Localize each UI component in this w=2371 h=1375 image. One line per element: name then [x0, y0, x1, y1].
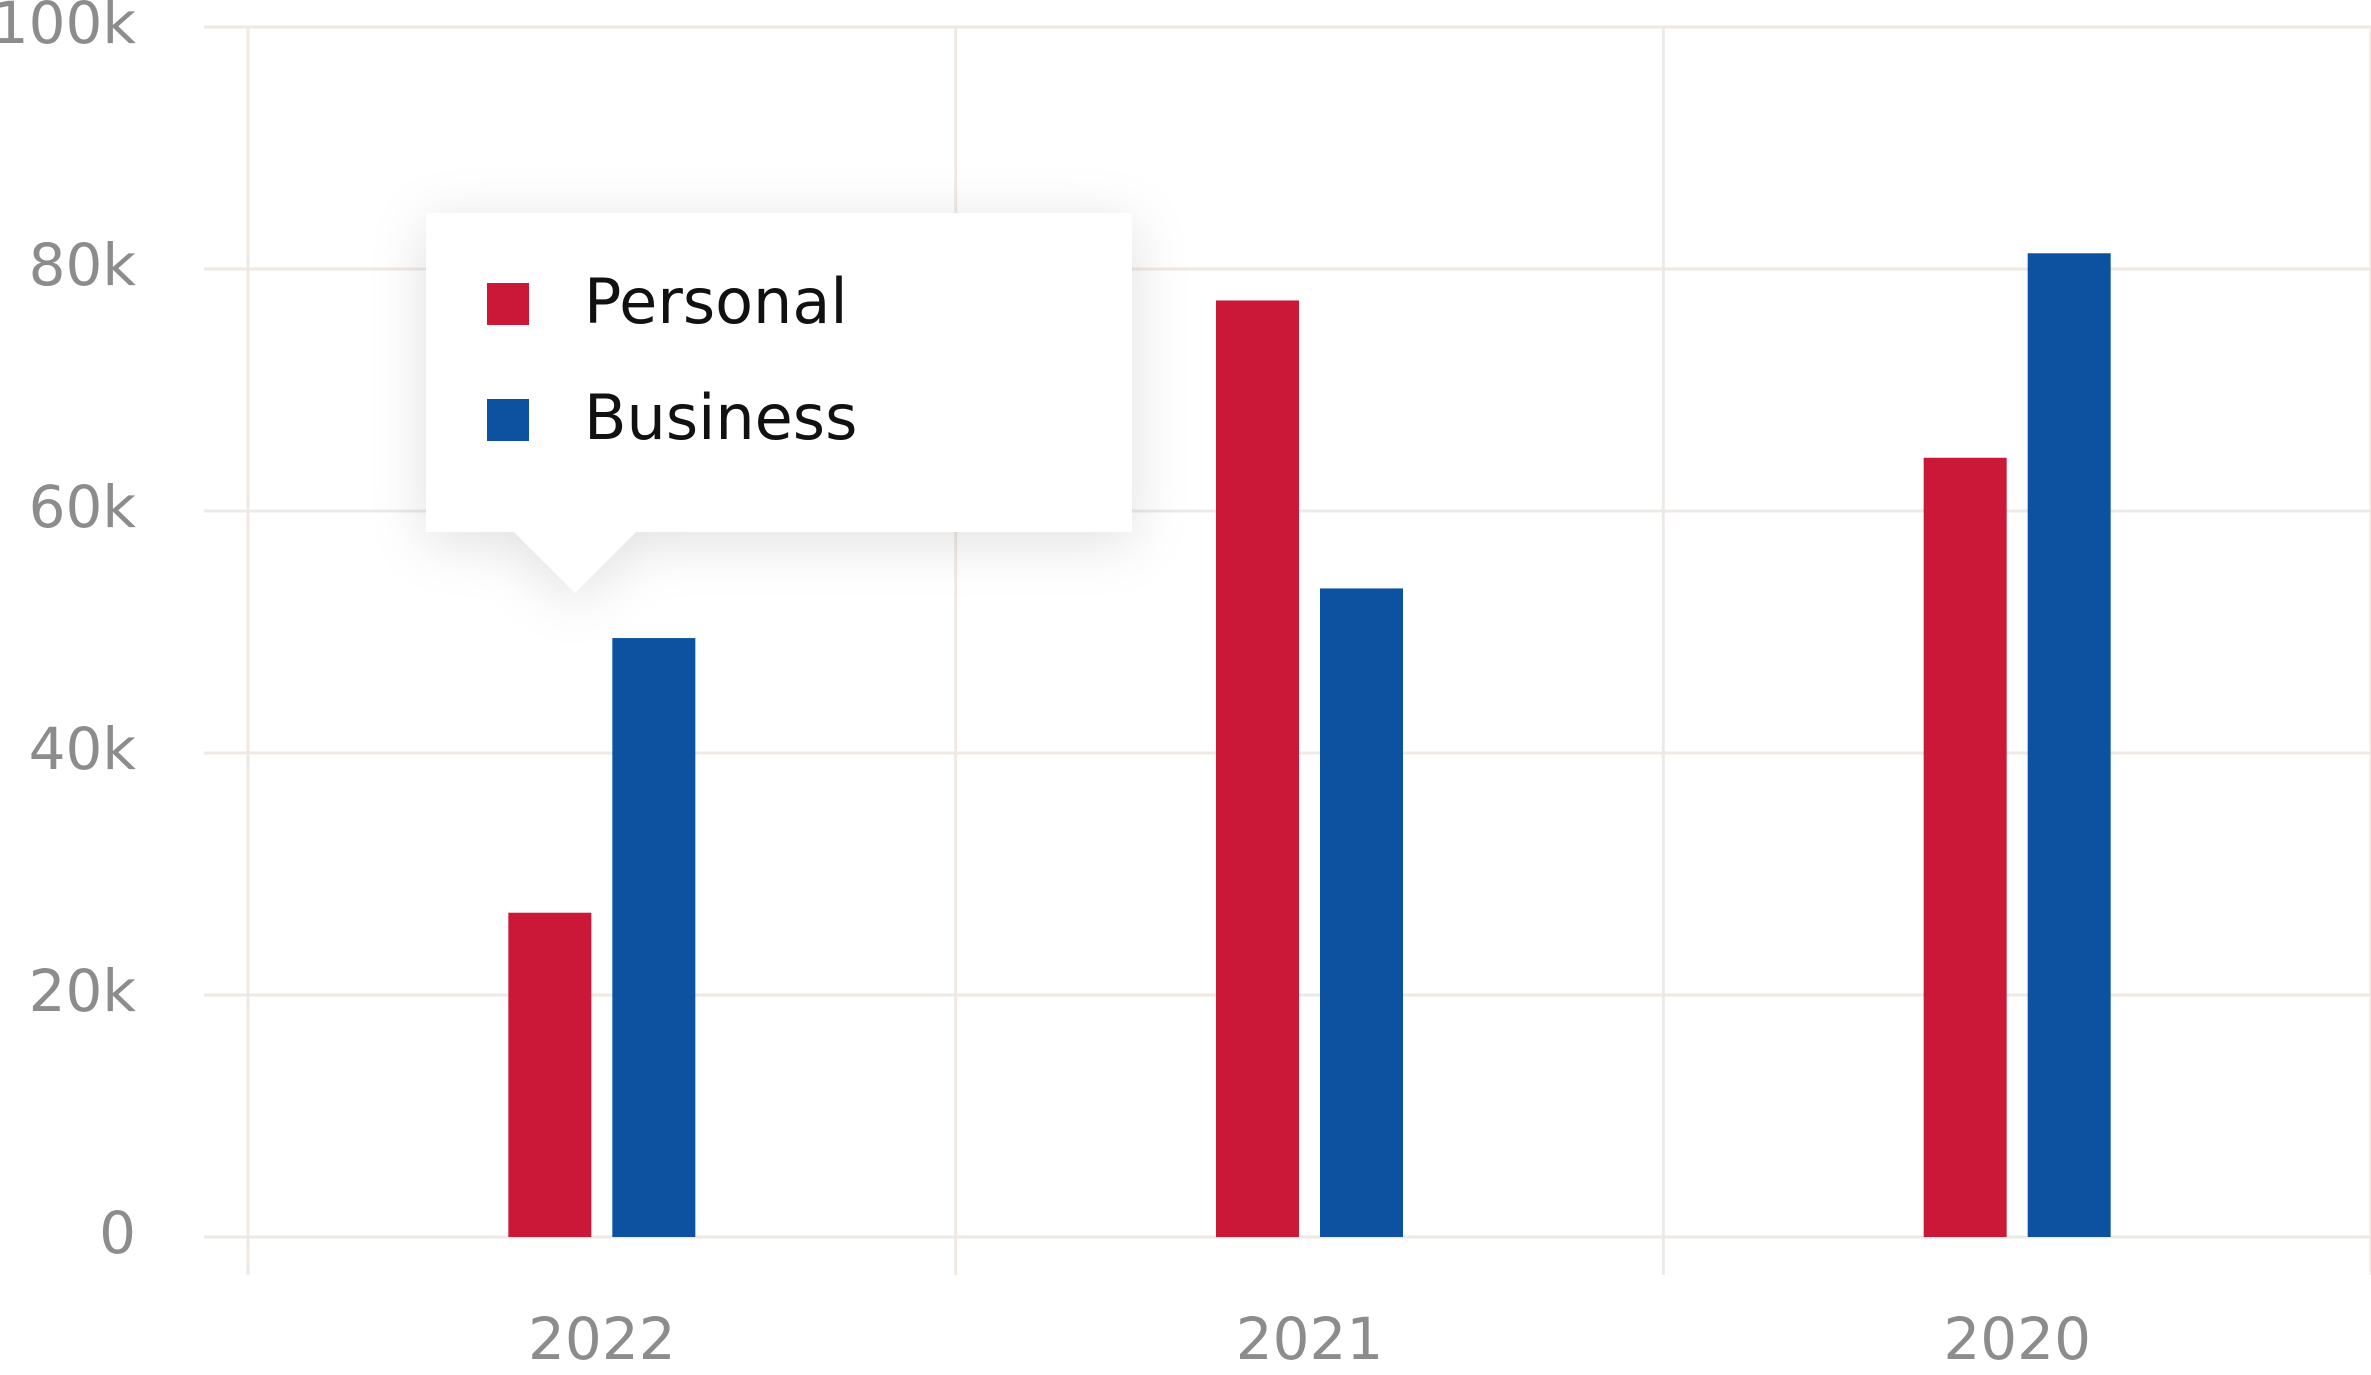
y-tick-label: 0 [99, 1199, 136, 1267]
y-tick-label: 40k [29, 715, 137, 783]
legend-swatch [487, 283, 529, 325]
bar [2027, 253, 2111, 1237]
bar [1923, 457, 2007, 1237]
bar [1320, 588, 1403, 1237]
tooltip-shape [426, 213, 1132, 593]
legend-label: Personal [584, 265, 848, 338]
x-tick-label: 2020 [1943, 1305, 2091, 1371]
bar [508, 912, 592, 1237]
y-tick-label: 20k [29, 957, 137, 1025]
bar [612, 638, 696, 1237]
x-tick-label: 2022 [528, 1305, 676, 1371]
x-tick-label: 2021 [1236, 1305, 1384, 1371]
tooltip-box [426, 213, 1132, 593]
y-tick-label: 60k [29, 473, 137, 541]
bar [1216, 300, 1299, 1238]
legend-swatch [487, 399, 529, 441]
legend-tooltip: Personal Business [426, 213, 1132, 593]
legend-label: Business [584, 381, 857, 454]
y-tick-label: 80k [29, 231, 137, 299]
bars [508, 253, 2111, 1238]
y-tick-label: 100k [0, 0, 136, 57]
